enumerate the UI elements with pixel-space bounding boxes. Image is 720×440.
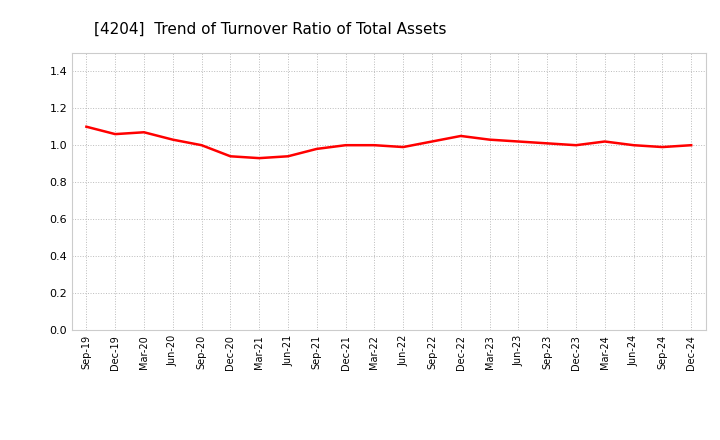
Text: [4204]  Trend of Turnover Ratio of Total Assets: [4204] Trend of Turnover Ratio of Total … xyxy=(94,22,446,37)
